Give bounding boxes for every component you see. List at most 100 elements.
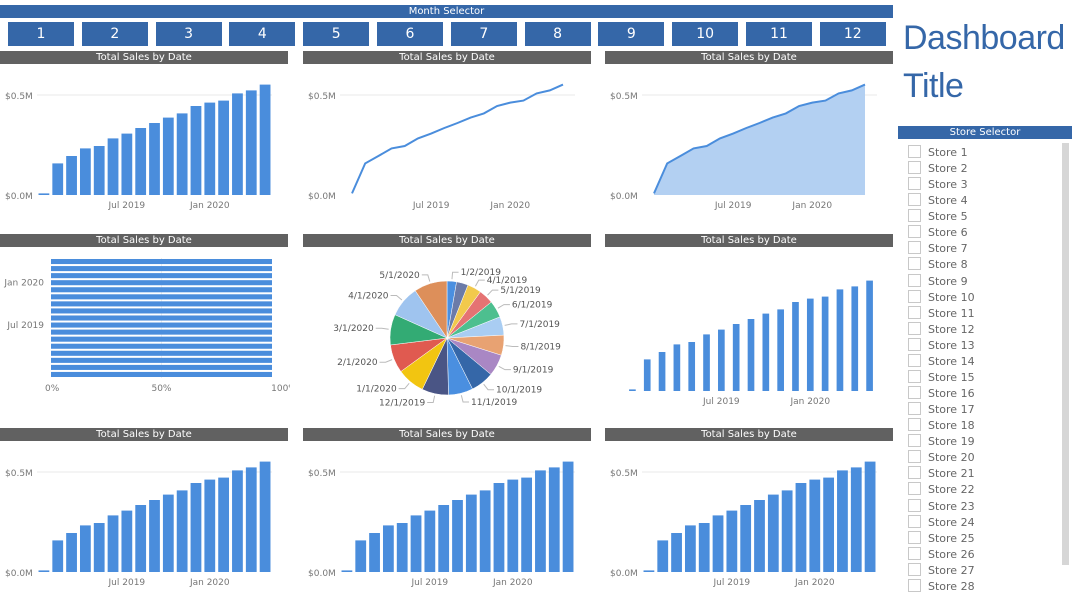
- store-option[interactable]: Store 14: [908, 353, 975, 370]
- checkbox-icon[interactable]: [908, 161, 921, 175]
- checkbox-icon[interactable]: [908, 289, 921, 303]
- store-option[interactable]: Store 6: [908, 225, 968, 241]
- bar: [190, 106, 202, 195]
- bar: [658, 352, 666, 391]
- store-option[interactable]: Store 16: [908, 386, 975, 402]
- month-button-12[interactable]: 12: [819, 22, 886, 46]
- store-option[interactable]: Store 2: [908, 161, 968, 177]
- store-option[interactable]: Store 27: [908, 562, 975, 579]
- slice-label: 10/1/2019: [496, 386, 542, 396]
- slice-label: 11/1/2019: [471, 398, 517, 408]
- checkbox-icon[interactable]: [908, 321, 921, 335]
- store-option[interactable]: Store 20: [908, 450, 975, 466]
- store-option[interactable]: Store 13: [908, 337, 975, 354]
- checkbox-icon[interactable]: [908, 337, 921, 351]
- checkbox-icon[interactable]: [908, 530, 921, 544]
- checkbox-icon[interactable]: [908, 434, 921, 448]
- store-option[interactable]: Store 9: [908, 273, 968, 290]
- checkbox-icon[interactable]: [908, 145, 921, 158]
- store-option[interactable]: Store 19: [908, 434, 975, 450]
- bar: [850, 467, 862, 572]
- leader-line: [460, 395, 470, 403]
- checkbox-icon[interactable]: [908, 193, 921, 207]
- leader-line: [483, 383, 495, 391]
- y-tick-label: $0.5M: [610, 92, 638, 102]
- checkbox-icon[interactable]: [908, 402, 921, 416]
- checkbox-icon[interactable]: [908, 225, 921, 239]
- checkbox-icon[interactable]: [908, 546, 921, 560]
- checkbox-icon[interactable]: [908, 177, 921, 191]
- checkbox-icon[interactable]: [908, 514, 921, 528]
- checkbox-icon[interactable]: [908, 273, 921, 287]
- store-option[interactable]: Store 7: [908, 241, 968, 257]
- chart-title: Total Sales by Date: [303, 428, 591, 441]
- month-button-7[interactable]: 7: [450, 22, 517, 46]
- bar: [410, 515, 422, 572]
- store-option[interactable]: Store 1: [908, 145, 968, 161]
- month-button-3[interactable]: 3: [155, 22, 222, 46]
- leader-line: [427, 395, 436, 404]
- store-option[interactable]: Store 22: [908, 482, 975, 498]
- store-option[interactable]: Store 15: [908, 369, 975, 386]
- bar: [121, 510, 133, 572]
- store-label: Store 19: [928, 435, 975, 449]
- store-option[interactable]: Store 26: [908, 546, 975, 563]
- month-button-1[interactable]: 1: [8, 22, 74, 46]
- store-list-scrollbar[interactable]: [1062, 143, 1069, 565]
- checkbox-icon[interactable]: [908, 562, 921, 576]
- store-option[interactable]: Store 3: [908, 177, 968, 193]
- leader-line: [379, 359, 393, 363]
- store-option[interactable]: Store 21: [908, 466, 975, 482]
- store-selector-title: Store Selector: [898, 126, 1072, 139]
- store-option[interactable]: Store 25: [908, 530, 975, 547]
- month-button-10[interactable]: 10: [672, 22, 739, 46]
- checkbox-icon[interactable]: [908, 241, 921, 255]
- bar: [245, 467, 257, 572]
- checkbox-icon[interactable]: [908, 450, 921, 464]
- checkbox-icon[interactable]: [908, 386, 921, 400]
- checkbox-icon[interactable]: [908, 369, 921, 383]
- x-tick-label: Jul 2019: [713, 578, 751, 588]
- bar: [176, 113, 188, 195]
- bar: [51, 308, 272, 314]
- month-button-6[interactable]: 6: [377, 22, 443, 46]
- x-tick-label: Jan 2020: [789, 397, 830, 407]
- store-option[interactable]: Store 8: [908, 257, 968, 273]
- store-option[interactable]: Store 12: [908, 321, 975, 338]
- store-option[interactable]: Store 18: [908, 418, 975, 434]
- store-option[interactable]: Store 23: [908, 498, 975, 515]
- month-button-8[interactable]: 8: [524, 22, 591, 46]
- month-button-2[interactable]: 2: [81, 22, 148, 46]
- checkbox-icon[interactable]: [908, 418, 921, 432]
- checkbox-icon[interactable]: [908, 305, 921, 319]
- leader-line: [497, 304, 510, 309]
- store-option[interactable]: Store 10: [908, 289, 975, 306]
- x-tick-label: Jan 2020: [489, 201, 530, 211]
- slice-label: 6/1/2019: [512, 301, 553, 311]
- bar: [341, 570, 353, 572]
- bar: [259, 84, 271, 195]
- chart-hbar100: Jan 2020 Jul 2019 0% 50% 100%: [3, 258, 290, 394]
- bar: [51, 315, 272, 321]
- store-option[interactable]: Store 24: [908, 514, 975, 531]
- store-label: Store 16: [928, 387, 975, 401]
- x-tick-label: Jul 2019: [108, 578, 146, 588]
- checkbox-icon[interactable]: [908, 466, 921, 480]
- store-option[interactable]: Store 4: [908, 193, 968, 209]
- store-label: Store 9: [928, 274, 968, 288]
- store-option[interactable]: Store 17: [908, 402, 975, 418]
- store-option[interactable]: Store 11: [908, 305, 975, 322]
- checkbox-icon[interactable]: [908, 353, 921, 367]
- month-button-4[interactable]: 4: [229, 22, 296, 46]
- slice-label: 8/1/2019: [520, 342, 561, 352]
- checkbox-icon[interactable]: [908, 209, 921, 223]
- month-button-5[interactable]: 5: [303, 22, 370, 46]
- checkbox-icon[interactable]: [908, 257, 921, 271]
- checkbox-icon[interactable]: [908, 498, 921, 512]
- store-option[interactable]: Store 5: [908, 209, 968, 225]
- month-button-9[interactable]: 9: [598, 22, 665, 46]
- checkbox-icon[interactable]: [908, 578, 921, 592]
- checkbox-icon[interactable]: [908, 482, 921, 496]
- store-option[interactable]: Store 28: [908, 578, 975, 595]
- month-button-11[interactable]: 11: [746, 22, 812, 46]
